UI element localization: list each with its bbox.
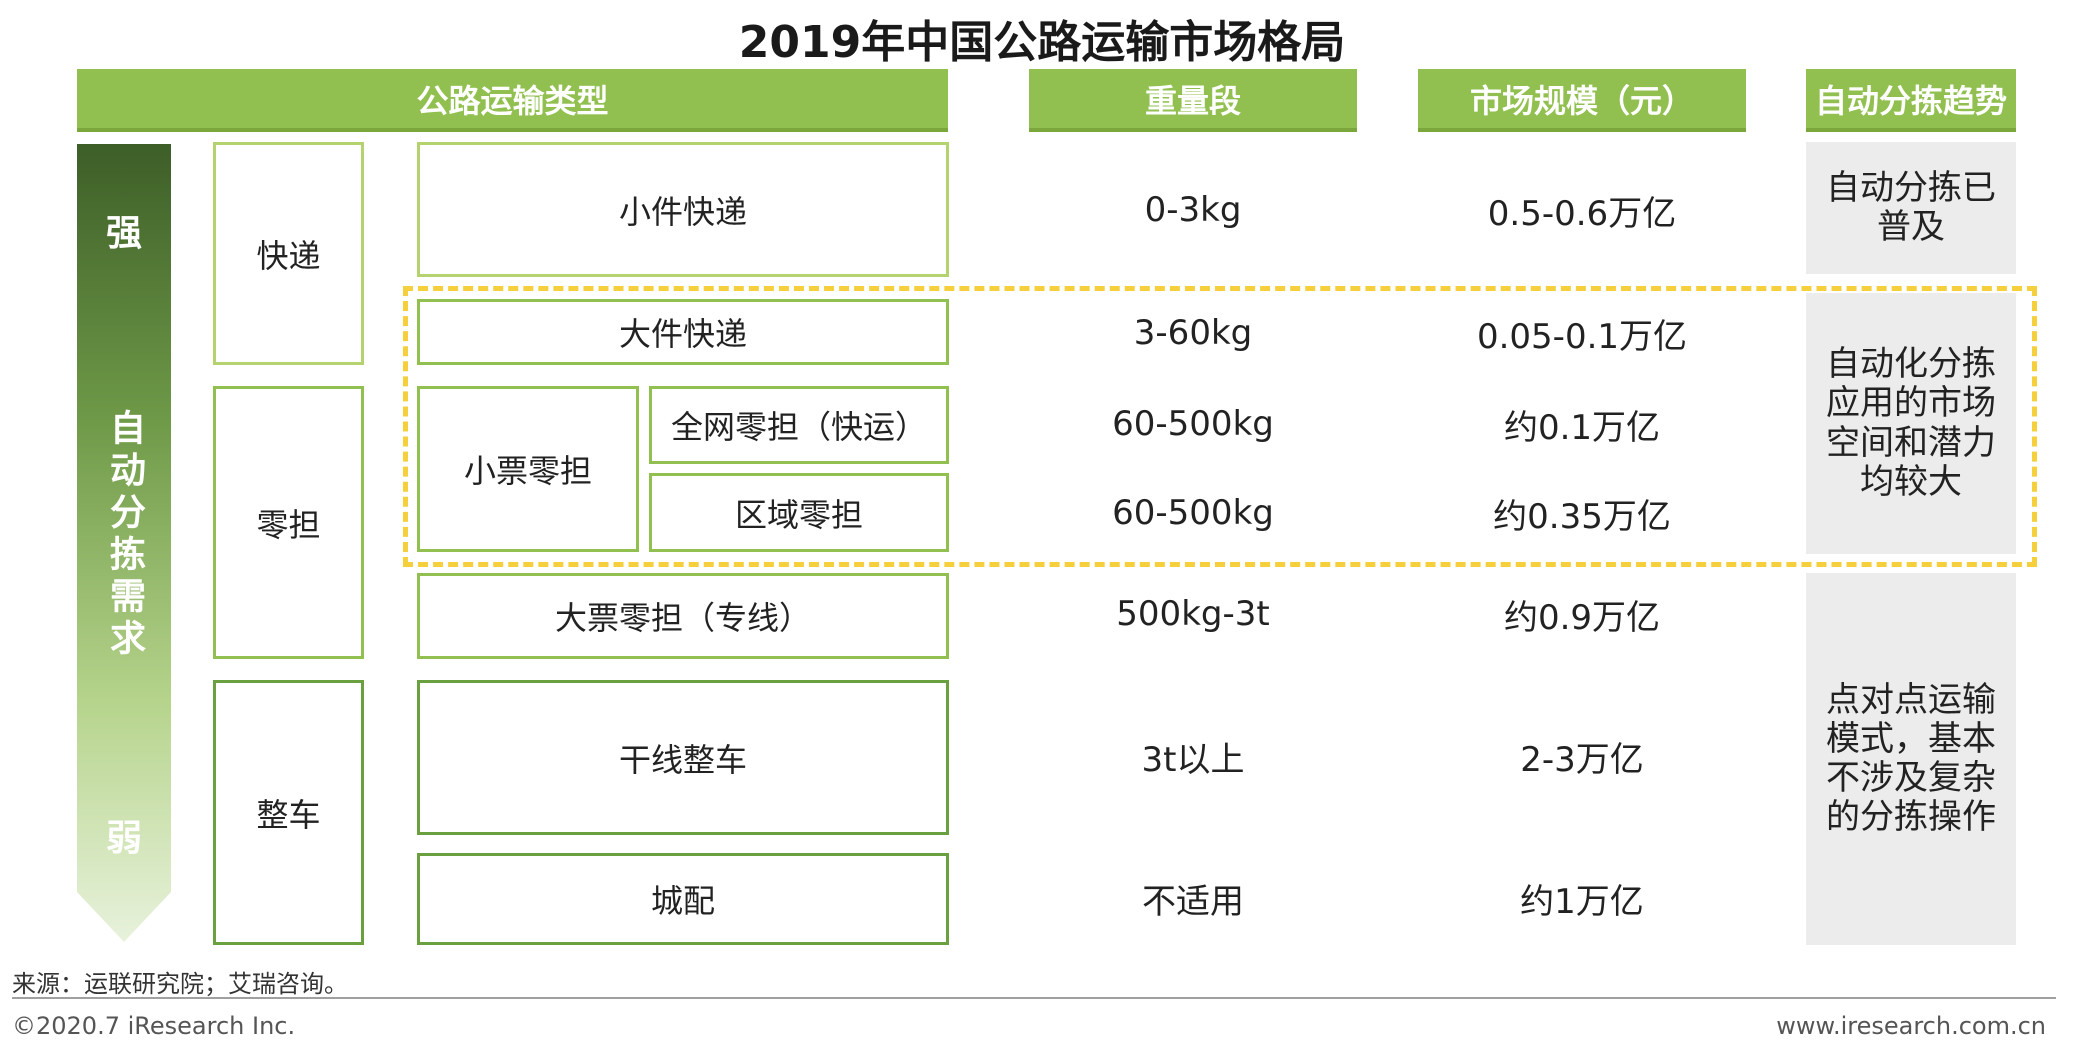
weight-large-express: 3-60kg [1133, 313, 1253, 353]
demand-arrow-shape [77, 144, 171, 942]
source-note: 来源：运联研究院；艾瑞咨询。 [12, 970, 348, 998]
type-large-ltl: 大票零担（专线） [417, 573, 949, 659]
weight-large-ltl: 500kg-3t [1116, 594, 1270, 634]
header-weight: 重量段 [1029, 69, 1357, 132]
website: www.iresearch.com.cn [1776, 1012, 2046, 1040]
footer-divider [12, 997, 2056, 999]
scale-small-express: 0.5-0.6万亿 [1487, 193, 1677, 234]
demand-arrow [77, 144, 171, 942]
page-title: 2019年中国公路运输市场格局 [738, 17, 1346, 68]
type-regional-ltl: 区域零担 [649, 473, 949, 552]
weight-regional-ltl: 60-500kg [1112, 493, 1274, 533]
trend-ftl: 点对点运输模式，基本不涉及复杂的分拣操作 [1806, 573, 2016, 945]
highlight-region [403, 286, 2037, 567]
demand-strong-label: 强 [105, 213, 142, 254]
type-large-express: 大件快递 [417, 299, 949, 365]
category-express: 快递 [213, 142, 364, 365]
type-city-delivery: 城配 [417, 853, 949, 945]
category-ltl: 零担 [213, 386, 364, 659]
header-market-scale: 市场规模（元） [1418, 69, 1746, 132]
trend-express: 自动分拣已普及 [1806, 142, 2016, 274]
weight-network-ltl: 60-500kg [1112, 404, 1274, 444]
type-network-ltl: 全网零担（快运） [649, 386, 949, 464]
weight-small-express: 0-3kg [1144, 190, 1242, 230]
weight-trunk-ftl: 3t以上 [1141, 739, 1245, 780]
header-sorting-trend: 自动分拣趋势 [1806, 69, 2016, 132]
header-transport-type: 公路运输类型 [77, 69, 948, 132]
weight-city-delivery: 不适用 [1142, 881, 1244, 922]
scale-city-delivery: 约1万亿 [1520, 881, 1644, 922]
demand-weak-label: 弱 [105, 818, 142, 859]
scale-trunk-ftl: 2-3万亿 [1520, 739, 1644, 780]
demand-label: 自动分拣需求 [104, 409, 145, 661]
type-small-express: 小件快递 [417, 142, 949, 277]
trend-ltl: 自动化分拣应用的市场空间和潜力均较大 [1806, 293, 2016, 554]
scale-network-ltl: 约0.1万亿 [1503, 407, 1661, 448]
type-trunk-ftl: 干线整车 [417, 680, 949, 835]
scale-large-express: 0.05-0.1万亿 [1476, 316, 1688, 357]
category-ftl: 整车 [213, 680, 364, 945]
scale-large-ltl: 约0.9万亿 [1503, 597, 1661, 638]
copyright: ©2020.7 iResearch Inc. [12, 1012, 296, 1040]
scale-regional-ltl: 约0.35万亿 [1493, 496, 1671, 537]
type-small-ltl: 小票零担 [417, 386, 639, 552]
